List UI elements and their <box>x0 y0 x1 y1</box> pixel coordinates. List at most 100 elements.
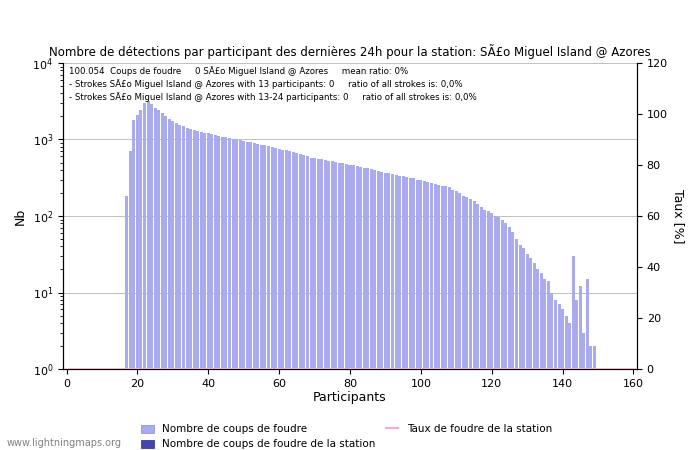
Bar <box>331 161 334 450</box>
Bar <box>228 138 231 450</box>
Bar <box>164 117 167 450</box>
Bar <box>86 369 90 450</box>
Bar <box>412 178 415 450</box>
Bar <box>380 171 384 450</box>
Bar <box>335 162 337 450</box>
Bar <box>93 369 97 450</box>
Bar <box>452 190 454 450</box>
Bar <box>118 369 121 450</box>
Bar <box>143 103 146 450</box>
Bar <box>473 202 475 450</box>
Bar <box>153 108 157 450</box>
Bar <box>405 177 408 450</box>
Bar <box>65 369 68 450</box>
Bar <box>462 196 465 450</box>
Bar <box>419 180 422 450</box>
Bar <box>193 130 195 450</box>
Bar <box>589 346 592 450</box>
Bar <box>122 369 125 450</box>
Bar <box>554 300 557 450</box>
Bar <box>178 125 181 450</box>
Bar <box>557 304 561 450</box>
Bar <box>497 217 500 450</box>
Bar <box>111 369 114 450</box>
Bar <box>323 160 327 450</box>
Bar <box>356 166 358 450</box>
Bar <box>505 223 508 450</box>
Bar <box>196 131 199 450</box>
Bar <box>596 369 599 450</box>
Bar <box>101 369 104 450</box>
Bar <box>278 148 281 450</box>
Bar <box>540 273 542 450</box>
Bar <box>97 369 100 450</box>
Bar <box>536 270 539 450</box>
Bar <box>409 178 412 450</box>
Bar <box>444 186 447 450</box>
Bar <box>221 137 224 450</box>
Bar <box>490 213 493 450</box>
Bar <box>519 245 522 450</box>
Bar <box>299 154 302 450</box>
Bar <box>483 210 486 450</box>
Bar <box>115 369 118 450</box>
Bar <box>281 149 284 450</box>
Bar <box>373 170 377 450</box>
Bar <box>561 310 564 450</box>
Bar <box>618 369 621 450</box>
Bar <box>182 126 185 450</box>
Bar <box>83 369 86 450</box>
Bar <box>186 128 188 450</box>
Y-axis label: Taux [%]: Taux [%] <box>671 189 685 243</box>
Bar <box>263 145 267 450</box>
Bar <box>235 140 238 450</box>
Bar <box>622 369 624 450</box>
Bar <box>515 239 518 450</box>
Bar <box>256 144 260 450</box>
Bar <box>239 140 241 450</box>
Bar <box>316 159 320 450</box>
Bar <box>600 369 603 450</box>
Bar <box>274 148 277 450</box>
Bar <box>253 143 256 450</box>
Bar <box>108 369 111 450</box>
Bar <box>349 165 351 450</box>
Bar <box>158 110 160 450</box>
Bar <box>327 161 330 450</box>
Bar <box>610 369 614 450</box>
Bar <box>603 369 607 450</box>
Bar <box>568 323 571 450</box>
Bar <box>508 227 511 450</box>
Bar <box>586 279 589 450</box>
Bar <box>79 369 82 450</box>
Bar <box>288 151 291 450</box>
Bar <box>199 132 203 450</box>
Bar <box>136 115 139 450</box>
Bar <box>313 158 316 450</box>
Bar <box>565 315 568 450</box>
Bar <box>529 258 532 450</box>
Bar <box>249 142 252 450</box>
Bar <box>139 110 143 450</box>
Bar <box>218 136 220 450</box>
Bar <box>575 300 578 450</box>
Bar <box>593 346 596 450</box>
Bar <box>214 135 217 450</box>
Bar <box>232 139 235 450</box>
Bar <box>430 183 433 450</box>
Bar <box>607 369 610 450</box>
Bar <box>629 369 631 450</box>
Bar <box>129 151 132 450</box>
Bar <box>69 369 71 450</box>
Bar <box>388 173 391 450</box>
Bar <box>433 184 437 450</box>
Bar <box>168 119 171 450</box>
Bar <box>242 141 245 450</box>
Bar <box>486 212 490 450</box>
Bar <box>458 193 461 450</box>
Bar <box>384 172 387 450</box>
Bar <box>448 187 451 450</box>
Bar <box>550 292 554 450</box>
Bar <box>295 153 298 450</box>
Bar <box>270 147 274 450</box>
